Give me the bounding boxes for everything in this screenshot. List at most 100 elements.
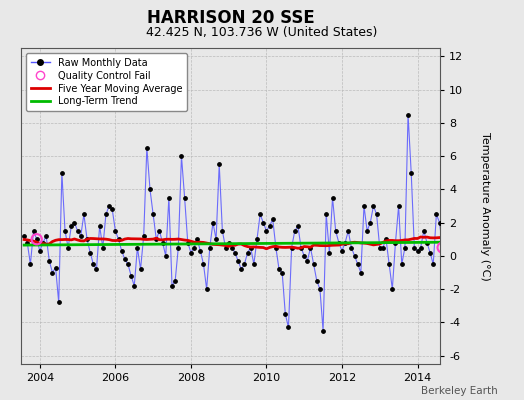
Point: [404, 111, 412, 118]
Point: [467, 236, 475, 242]
Point: [401, 244, 409, 251]
Point: [410, 244, 419, 251]
Point: [259, 220, 267, 226]
Legend: Raw Monthly Data, Quality Control Fail, Five Year Moving Average, Long-Term Tren: Raw Monthly Data, Quality Control Fail, …: [26, 53, 187, 111]
Point: [357, 269, 365, 276]
Point: [288, 244, 296, 251]
Point: [127, 273, 135, 279]
Point: [300, 253, 309, 259]
Point: [501, 220, 510, 226]
Point: [77, 233, 85, 239]
Point: [307, 244, 315, 251]
Point: [495, 228, 504, 234]
Point: [221, 244, 230, 251]
Point: [190, 244, 198, 251]
Text: 42.425 N, 103.736 W (United States): 42.425 N, 103.736 W (United States): [146, 26, 378, 39]
Point: [130, 283, 138, 289]
Point: [376, 244, 384, 251]
Point: [152, 236, 160, 242]
Point: [133, 244, 141, 251]
Point: [187, 249, 195, 256]
Point: [498, 239, 507, 246]
Point: [473, 216, 482, 222]
Point: [316, 286, 324, 292]
Point: [64, 244, 72, 251]
Point: [439, 244, 447, 251]
Y-axis label: Temperature Anomaly (°C): Temperature Anomaly (°C): [480, 132, 490, 280]
Point: [89, 261, 97, 268]
Point: [212, 236, 220, 242]
Point: [224, 239, 233, 246]
Point: [442, 194, 450, 201]
Point: [51, 264, 60, 271]
Point: [48, 269, 57, 276]
Point: [423, 239, 431, 246]
Point: [483, 228, 491, 234]
Point: [209, 220, 217, 226]
Point: [313, 278, 321, 284]
Point: [99, 244, 107, 251]
Point: [58, 170, 66, 176]
Point: [388, 286, 397, 292]
Point: [86, 249, 94, 256]
Point: [398, 261, 406, 268]
Point: [95, 223, 104, 229]
Point: [262, 228, 270, 234]
Point: [83, 236, 91, 242]
Point: [256, 211, 264, 218]
Point: [54, 299, 63, 306]
Point: [420, 228, 428, 234]
Point: [193, 236, 201, 242]
Point: [461, 258, 469, 264]
Point: [70, 220, 79, 226]
Point: [158, 239, 167, 246]
Point: [360, 203, 368, 209]
Point: [417, 244, 425, 251]
Point: [379, 244, 387, 251]
Point: [108, 206, 116, 212]
Point: [102, 211, 110, 218]
Point: [196, 248, 204, 254]
Point: [275, 266, 283, 272]
Point: [183, 239, 192, 246]
Point: [344, 228, 353, 234]
Point: [341, 239, 350, 246]
Point: [114, 236, 123, 242]
Point: [265, 223, 274, 229]
Point: [285, 324, 293, 331]
Point: [407, 170, 416, 176]
Point: [80, 211, 88, 218]
Point: [92, 266, 101, 272]
Point: [45, 258, 53, 264]
Point: [174, 244, 182, 251]
Point: [136, 266, 145, 272]
Point: [454, 239, 463, 246]
Point: [42, 233, 50, 239]
Point: [202, 286, 211, 292]
Point: [429, 261, 438, 268]
Point: [39, 239, 47, 246]
Point: [448, 228, 456, 234]
Point: [29, 228, 38, 234]
Point: [395, 203, 403, 209]
Point: [149, 211, 157, 218]
Point: [351, 253, 359, 259]
Point: [347, 244, 356, 251]
Point: [111, 228, 119, 234]
Point: [294, 223, 302, 229]
Point: [391, 239, 400, 246]
Point: [445, 211, 453, 218]
Point: [218, 228, 226, 234]
Point: [227, 244, 236, 251]
Point: [67, 223, 75, 229]
Point: [464, 289, 472, 296]
Point: [435, 220, 444, 226]
Point: [332, 228, 340, 234]
Point: [177, 153, 185, 159]
Point: [439, 244, 447, 251]
Point: [363, 228, 372, 234]
Point: [23, 239, 31, 246]
Point: [143, 144, 151, 151]
Point: [329, 194, 337, 201]
Point: [382, 236, 390, 242]
